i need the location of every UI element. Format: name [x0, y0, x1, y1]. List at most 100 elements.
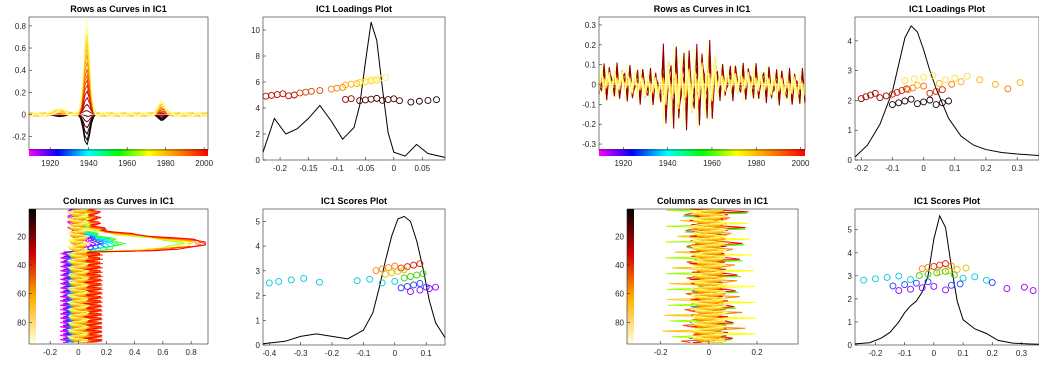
x-tick-label: 1920 — [41, 159, 59, 168]
scatter-point — [988, 279, 996, 286]
scatter-point — [895, 272, 903, 280]
scatter-point — [378, 265, 386, 273]
x-tick-label: 0.3 — [1012, 164, 1024, 173]
scatter-point — [410, 281, 418, 289]
panel-loadings-plot: IC1 Loadings Plot -0.2 -0.1 0 0.1 0.2 0.3 0 1 2 3 4 — [848, 4, 1039, 173]
scatter-point — [959, 274, 967, 282]
x-tick-label: 0.1 — [958, 349, 970, 358]
scatter-point — [942, 260, 949, 268]
y-tick-label: 1 — [848, 126, 853, 135]
y-tick-label: 0 — [848, 156, 853, 165]
x-tick-label: 0 — [392, 164, 397, 173]
scatter-point — [353, 277, 361, 285]
series-line — [598, 42, 806, 129]
scatter-point — [416, 286, 424, 294]
y-tick-label: 8 — [256, 52, 261, 61]
scatter-point — [397, 284, 405, 292]
x-tick-label: 2000 — [195, 159, 213, 168]
y-tick-label: -0.3 — [582, 140, 596, 149]
scatter-point — [924, 263, 932, 271]
y-tick-label: 40 — [615, 261, 624, 270]
x-tick-label: -0.05 — [356, 164, 375, 173]
x-tick-label: -0.3 — [294, 349, 308, 358]
scatter-point — [912, 279, 920, 287]
scatter-point — [367, 95, 375, 103]
density-curve — [262, 22, 446, 158]
scatter-point — [942, 286, 949, 294]
x-tick-label: 0.2 — [980, 164, 992, 173]
scatter-point — [857, 95, 865, 103]
scatter-point — [385, 264, 392, 272]
density-curve — [854, 214, 1039, 345]
series-line — [28, 43, 209, 117]
panel-loadings-plot: IC1 Loadings Plot -0.2 -0.15 -0.1 -0.05 0 0.05… — [251, 4, 446, 173]
scatter-point — [1029, 287, 1037, 295]
scatter-point — [976, 76, 984, 84]
scatter-point — [410, 261, 418, 269]
axes-frame — [262, 16, 446, 161]
y-tick-label: 10 — [251, 26, 260, 35]
plot-title: IC1 Scores Plot — [914, 196, 980, 206]
y-tick-label: 0 — [592, 80, 597, 89]
scatter-point — [876, 94, 884, 102]
axes-frame — [28, 208, 209, 345]
scatter-point — [932, 88, 940, 95]
x-tick-label: 0 — [932, 349, 937, 358]
scatter-point — [901, 77, 909, 85]
scatter-point — [901, 97, 909, 105]
scatter-point — [296, 89, 304, 97]
scatter-point — [920, 73, 928, 81]
y-tick-label: 5 — [256, 217, 261, 226]
series-line — [689, 208, 729, 344]
y-tick-label: 4 — [256, 242, 261, 251]
y-tick-label: 0 — [256, 341, 261, 350]
scatter-point — [895, 99, 903, 107]
scatter-point — [347, 95, 355, 103]
scatter-point — [871, 89, 879, 97]
y-tick-label: 0.8 — [15, 22, 27, 31]
scatter-point — [951, 74, 959, 82]
scatter-point — [1003, 285, 1011, 292]
scatter-point — [432, 283, 440, 291]
plot-title: Rows as Curves in IC1 — [70, 4, 167, 14]
scatter-point — [391, 262, 399, 270]
y-tick-label: 20 — [615, 232, 624, 241]
y-tick-label: 0 — [22, 111, 27, 120]
x-tick-label: 0.2 — [751, 348, 763, 357]
scatter-point — [316, 87, 324, 95]
x-tick-label: 1960 — [703, 159, 721, 168]
y-tick-label: 5 — [848, 226, 853, 235]
y-tick-label: 1 — [256, 316, 261, 325]
scatter-point — [396, 97, 403, 105]
x-tick-label: -0.2 — [654, 348, 668, 357]
scatter-point — [262, 92, 270, 100]
y-tick-label: 0.3 — [585, 21, 597, 30]
y-tick-label: 0 — [256, 156, 261, 165]
scatter-point — [407, 98, 415, 106]
y-tick-label: 0.4 — [15, 66, 27, 75]
scatter-point — [947, 281, 955, 289]
scatter-point — [938, 86, 946, 94]
series-line — [28, 26, 209, 118]
panel-rows-as-curves: Rows as Curves in IC1 1920 1940 1960 1980 200… — [12, 4, 213, 168]
y-tick-label: 0.1 — [585, 61, 597, 70]
x-tick-label: -0.4 — [262, 349, 276, 358]
scatter-point — [391, 278, 399, 285]
x-tick-label: -0.2 — [854, 164, 868, 173]
scatter-point — [901, 281, 909, 289]
scatter-point — [915, 272, 923, 280]
scatter-point — [982, 276, 990, 284]
scatter-point — [941, 76, 949, 84]
plot-title: Columns as Curves in IC1 — [63, 196, 174, 206]
plot-title: Rows as Curves in IC1 — [654, 4, 751, 14]
panel-scores-plot: IC1 Scores Plot -0.2 -0.1 0 0.1 0.2 0.3 0 1 2 3 4 5 — [848, 196, 1039, 358]
x-tick-label: 0 — [921, 164, 926, 173]
scatter-point — [935, 79, 943, 87]
axes-frame — [626, 208, 799, 345]
scatter-point — [907, 276, 914, 283]
scatter-point — [378, 279, 386, 287]
scatter-point — [893, 88, 901, 96]
scatter-point — [926, 89, 934, 97]
year-colorbar — [29, 149, 208, 156]
scatter-point — [413, 271, 421, 279]
